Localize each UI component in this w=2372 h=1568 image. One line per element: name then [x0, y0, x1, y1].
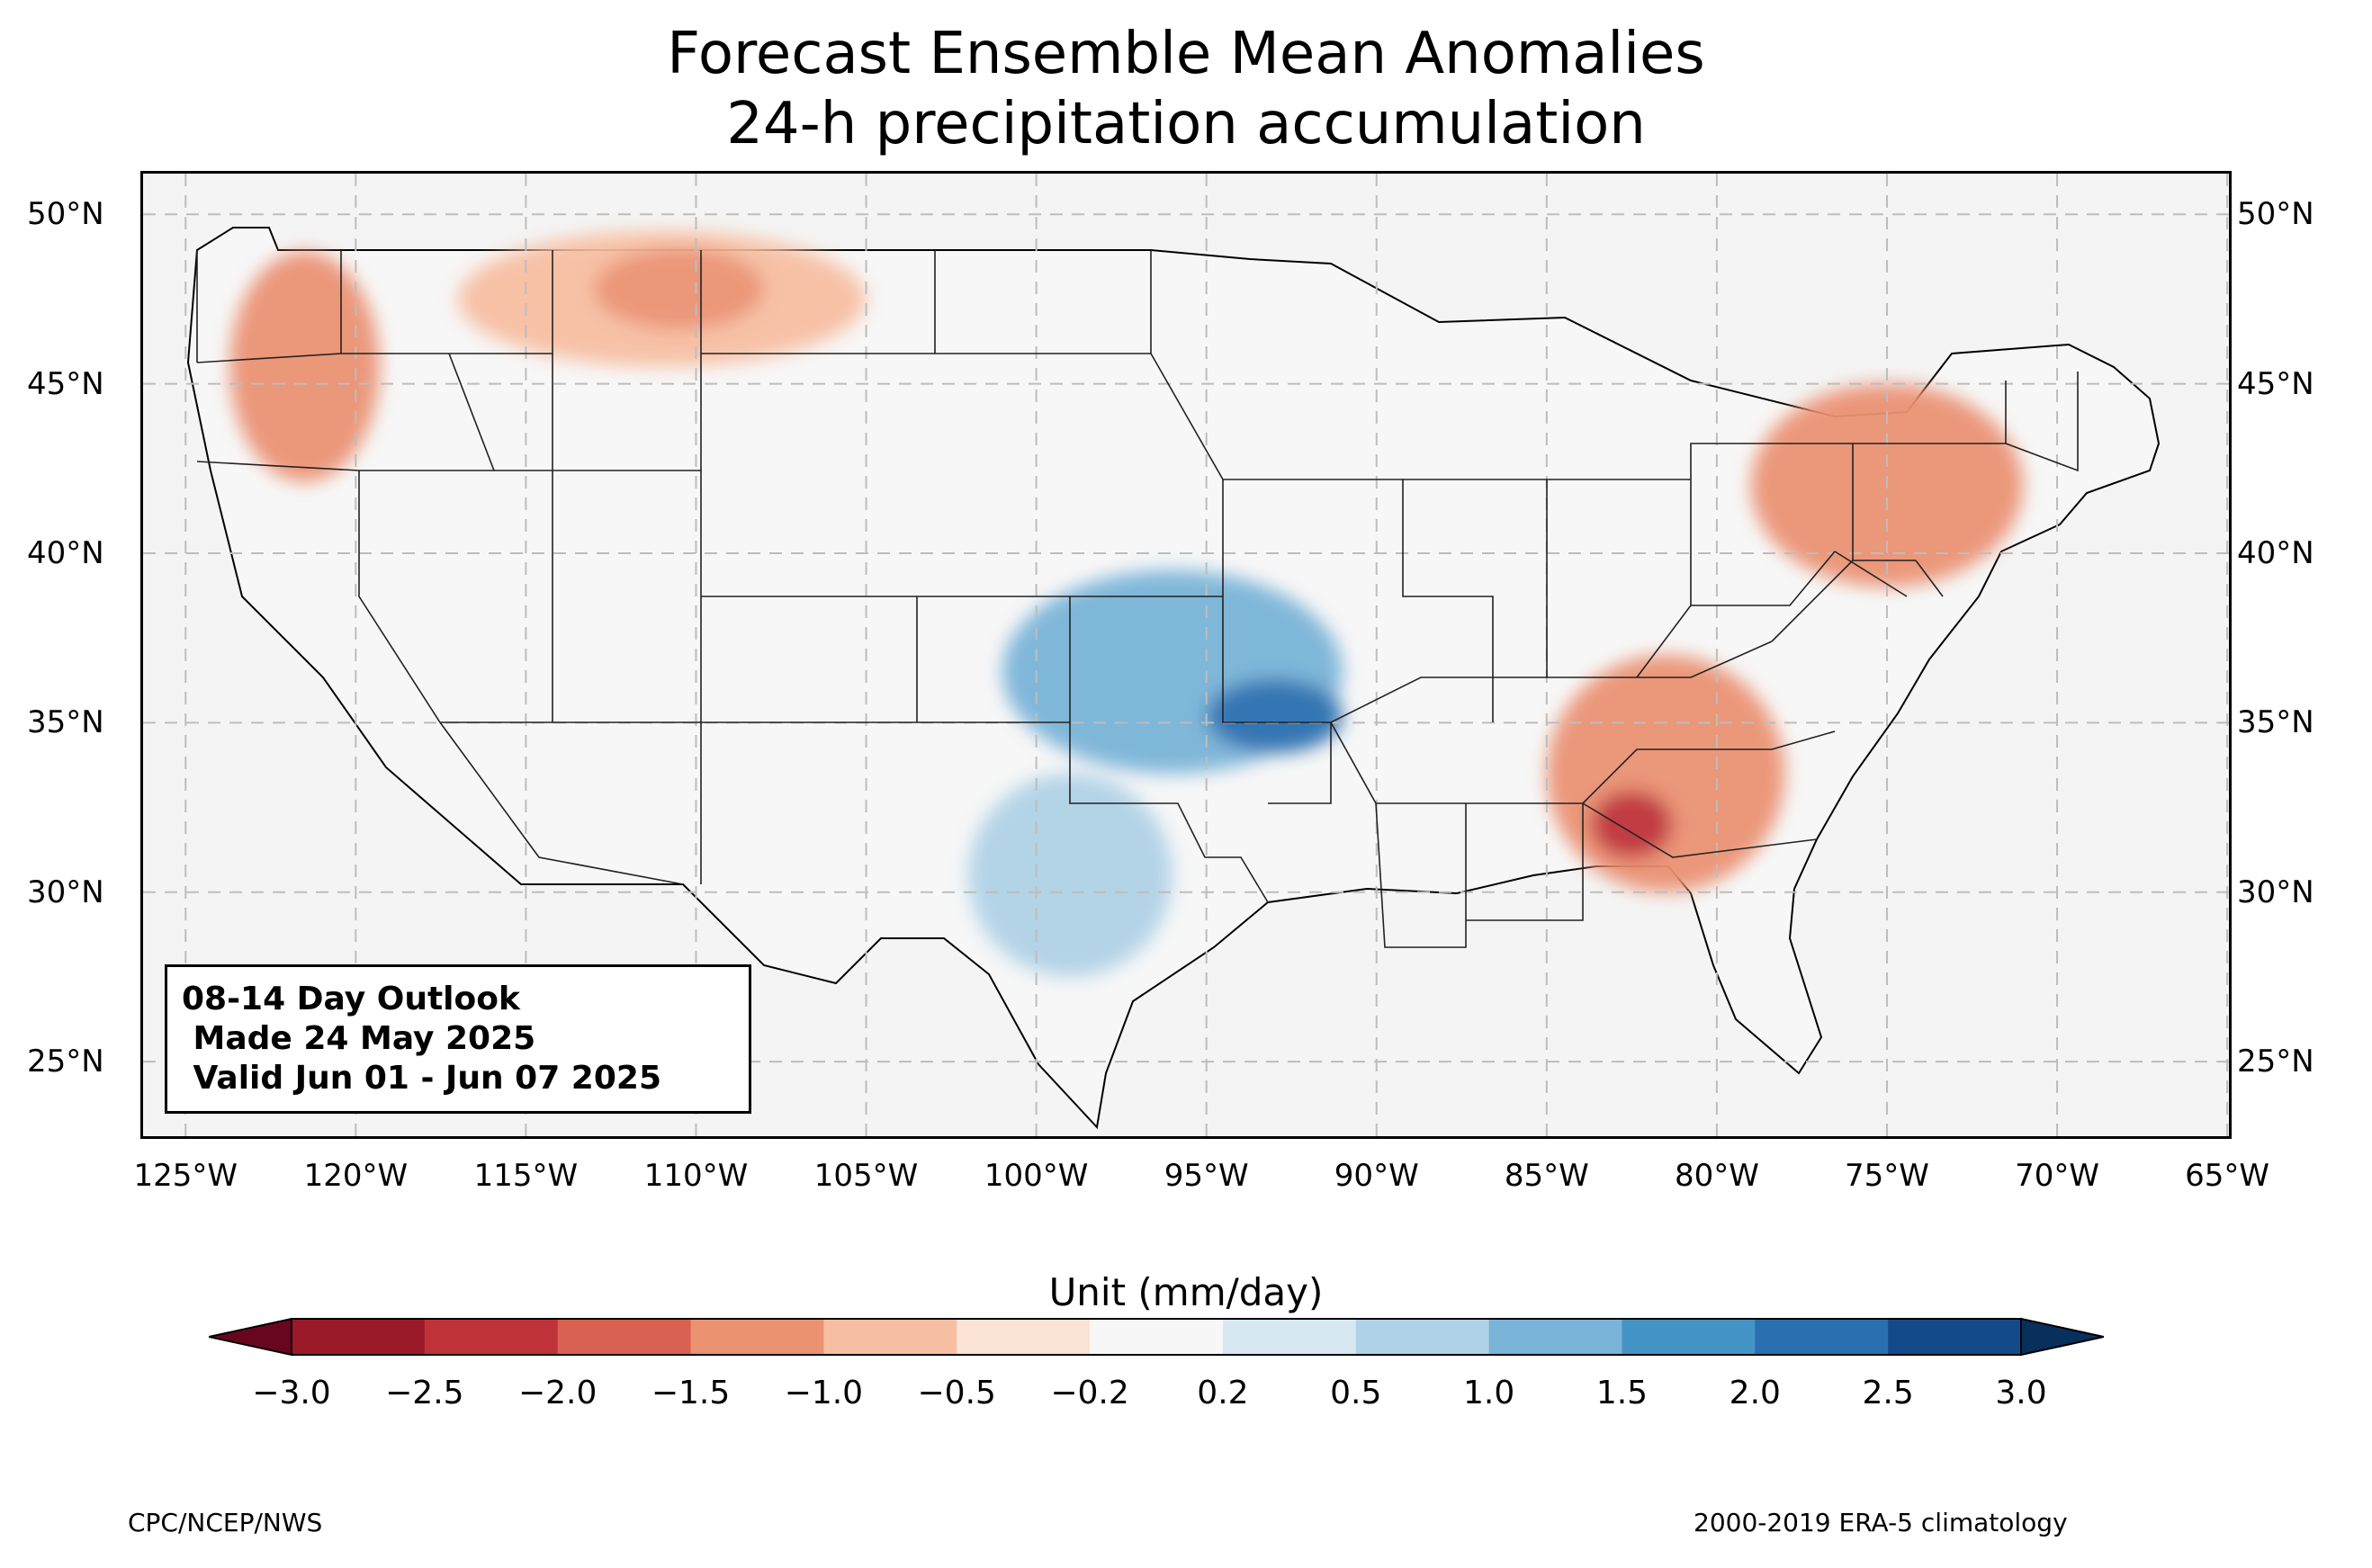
longitude-tick-label: 75°W: [1845, 1158, 1929, 1194]
longitude-tick-label: 120°W: [303, 1158, 409, 1194]
latitude-tick-label: 35°N: [27, 704, 104, 741]
colorbar-tick-label: 1.5: [1595, 1375, 1649, 1411]
longitude-tick-label: 115°W: [473, 1158, 579, 1194]
latitude-tick-label: 40°N: [27, 534, 104, 571]
colorbar-tick-label: −0.2: [1050, 1375, 1129, 1411]
latitude-tick-label: 40°N: [2237, 534, 2314, 571]
longitude-tick-label: 100°W: [984, 1158, 1089, 1194]
colorbar-tick-label: −2.0: [517, 1375, 597, 1411]
colorbar-segment: [1755, 1319, 1889, 1355]
anomaly-region: [1206, 678, 1343, 754]
colorbar-extend-low: [209, 1317, 292, 1357]
longitude-tick-label: 105°W: [813, 1158, 919, 1194]
colorbar-tick-label: −0.5: [917, 1375, 996, 1411]
colorbar-tick-label: 0.5: [1330, 1375, 1382, 1411]
outlook-info-box: 08-14 Day Outlook Made 24 May 2025 Valid…: [165, 964, 751, 1114]
anomaly-region: [1590, 790, 1673, 859]
latitude-tick-label: 30°N: [27, 874, 104, 910]
latitude-tick-label: 45°N: [2237, 365, 2314, 402]
latitude-tick-label: 35°N: [2237, 704, 2314, 741]
colorbar-tick-label: −1.0: [784, 1375, 864, 1411]
colorbar-tick-label: −3.0: [252, 1375, 331, 1411]
latitude-tick-label: 25°N: [27, 1044, 104, 1080]
colorbar-segment: [1488, 1319, 1622, 1355]
map-canvas: [143, 174, 2229, 1136]
colorbar-label: Unit (mm/day): [1048, 1270, 1324, 1314]
colorbar-segment: [292, 1319, 426, 1355]
latitude-tick-label: 50°N: [27, 196, 104, 233]
colorbar: [209, 1317, 2104, 1357]
colorbar-tick-label: −2.5: [385, 1375, 464, 1411]
colorbar-tick-label: 1.0: [1462, 1375, 1515, 1411]
longitude-tick-label: 90°W: [1334, 1158, 1419, 1194]
colorbar-tick-label: 3.0: [1995, 1375, 2047, 1411]
colorbar-tick-label: 2.5: [1862, 1375, 1914, 1411]
latitude-tick-label: 45°N: [27, 365, 104, 402]
colorbar-segment: [690, 1319, 824, 1355]
colorbar-segment: [957, 1319, 1091, 1355]
state-borders: [196, 250, 2079, 948]
longitude-tick-label: 110°W: [643, 1158, 749, 1194]
latitude-tick-label: 25°N: [2237, 1044, 2314, 1080]
colorbar-segment: [424, 1319, 559, 1355]
latitude-tick-label: 30°N: [2237, 874, 2314, 910]
longitude-tick-label: 70°W: [2015, 1158, 2099, 1194]
longitude-tick-label: 125°W: [133, 1158, 238, 1194]
colorbar-extend-high: [2020, 1317, 2104, 1357]
colorbar-segment: [557, 1319, 692, 1355]
colorbar-segment: [1090, 1319, 1224, 1355]
source-credit: CPC/NCEP/NWS: [128, 1508, 323, 1537]
longitude-tick-label: 85°W: [1504, 1158, 1589, 1194]
anomaly-region: [229, 251, 380, 482]
longitude-tick-label: 65°W: [2185, 1158, 2270, 1194]
outlook-period: 08-14 Day Outlook: [182, 981, 520, 1017]
map-title-line2: 24-h precipitation accumulation: [726, 91, 1646, 157]
colorbar-tick-label: 2.0: [1729, 1375, 1781, 1411]
colorbar-segment: [1355, 1319, 1490, 1355]
latitude-tick-label: 50°N: [2237, 196, 2314, 233]
colorbar-segment: [1622, 1319, 1756, 1355]
colorbar-segment: [823, 1319, 957, 1355]
made-date: Made 24 May 2025: [182, 1020, 536, 1057]
anomaly-region: [594, 247, 765, 330]
colorbar-tick-label: −1.5: [651, 1375, 731, 1411]
colorbar-segment: [1888, 1319, 2022, 1355]
gridlines: [143, 174, 2229, 1136]
valid-dates: Valid Jun 01 - Jun 07 2025: [182, 1060, 662, 1097]
climatology-credit: 2000-2019 ERA-5 climatology: [1694, 1508, 2068, 1537]
longitude-tick-label: 95°W: [1164, 1158, 1249, 1194]
longitude-tick-label: 80°W: [1674, 1158, 1759, 1194]
colorbar-segment: [1222, 1319, 1357, 1355]
anomaly-region: [967, 773, 1173, 977]
map-title-line1: Forecast Ensemble Mean Anomalies: [667, 21, 1705, 87]
colorbar-tick-label: 0.2: [1197, 1375, 1249, 1411]
colorbar-outline: [291, 1318, 2022, 1356]
